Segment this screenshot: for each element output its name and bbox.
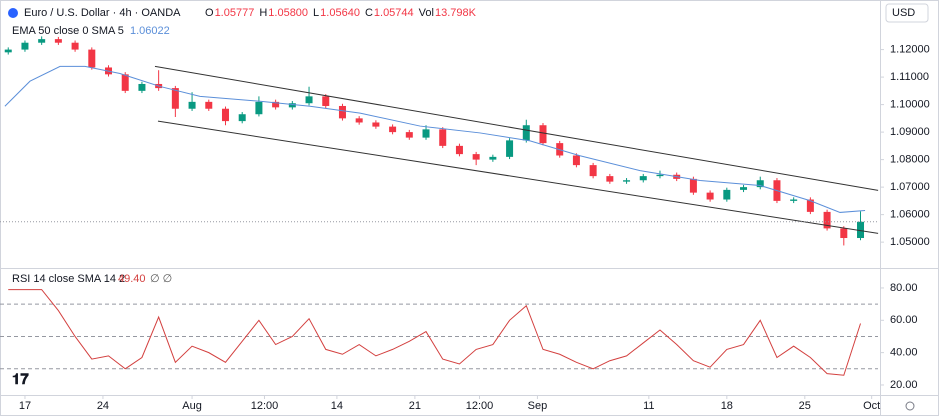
y-tick-label: 20.00 <box>890 379 918 391</box>
candle-body <box>572 155 580 166</box>
candle-body <box>71 42 79 50</box>
candle-body <box>472 154 480 160</box>
legend-label: H <box>259 7 267 19</box>
candle-body <box>389 126 397 133</box>
candle-body <box>522 125 530 141</box>
candle-body <box>205 101 213 109</box>
y-tick-label: 1.12000 <box>890 43 930 55</box>
candle-body <box>238 114 246 122</box>
x-tick-label: Oct <box>863 400 880 412</box>
candle-body <box>171 88 179 109</box>
legend-value: 1.05800 <box>268 7 308 19</box>
candle-body <box>88 49 96 68</box>
candle-body <box>422 129 430 138</box>
candle-body <box>589 165 597 177</box>
currency-button[interactable] <box>885 3 929 23</box>
channel-line <box>154 65 879 191</box>
candle-body <box>689 178 697 193</box>
candle-body <box>656 174 664 177</box>
x-tick-label: 17 <box>19 400 31 412</box>
candle-body <box>272 101 280 108</box>
y-tick-label: 1.06000 <box>890 209 930 221</box>
y-tick-label: 1.11000 <box>890 71 929 83</box>
x-tick-label: 21 <box>409 400 421 412</box>
x-tick-label: 25 <box>799 400 811 412</box>
legend-label: Vol <box>419 7 434 19</box>
candle-body <box>138 83 146 91</box>
x-tick-label: 11 <box>643 400 654 412</box>
legend-label: C <box>365 7 373 19</box>
candle-body <box>790 199 798 201</box>
candle-body <box>857 221 865 239</box>
candle-body <box>322 96 330 106</box>
candle-body <box>4 49 12 53</box>
candle-body <box>606 176 614 182</box>
symbol-icon <box>8 8 18 18</box>
candle-body <box>539 125 547 144</box>
candle-body <box>188 101 196 109</box>
x-tick-label: 12:00 <box>251 400 279 412</box>
legend-value: 1.05777 <box>215 7 255 19</box>
candle-body <box>54 39 62 43</box>
candle-body <box>255 101 263 115</box>
y-tick-label: 60.00 <box>890 314 918 326</box>
candle-body <box>756 180 764 188</box>
y-tick-label: 80.00 <box>890 282 918 294</box>
legend-value: 13.798K <box>435 7 477 19</box>
channel-line <box>157 120 879 234</box>
x-tick-label: 18 <box>721 400 733 412</box>
rsi-extra: ∅ ∅ <box>150 273 172 285</box>
chart-title: Euro / U.S. Dollar · 4h · OANDA <box>24 7 181 19</box>
rsi-title: RSI 14 close SMA 14 2 <box>12 273 125 285</box>
y-tick-label: 40.00 <box>890 347 918 359</box>
candle-body <box>372 122 380 127</box>
candle-body <box>121 74 129 91</box>
candle-body <box>806 199 814 212</box>
candle-body <box>221 108 229 122</box>
x-tick-label: 14 <box>331 400 343 412</box>
candle-body <box>288 103 296 108</box>
y-tick-label: 1.05000 <box>890 236 930 248</box>
candle-body <box>823 211 831 229</box>
candle-body <box>489 156 497 160</box>
y-tick-label: 1.08000 <box>890 154 930 166</box>
x-tick-label: 12:00 <box>466 400 494 412</box>
y-tick-label: 1.09000 <box>890 126 930 138</box>
ema-line <box>4 65 866 213</box>
candle-body <box>455 145 463 155</box>
x-tick-label: 24 <box>97 400 109 412</box>
candle-body <box>439 129 447 146</box>
legend-value: 1.05640 <box>320 7 360 19</box>
x-tick-label: Sep <box>528 400 548 412</box>
candle-body <box>706 192 714 200</box>
candle-body <box>38 39 46 43</box>
candle-body <box>506 140 514 157</box>
candle-body <box>639 176 647 181</box>
currency-label[interactable]: USD <box>892 7 915 19</box>
candle-body <box>355 118 363 123</box>
rsi-value: 49.40 <box>118 273 146 285</box>
tv-logo: 𝟏𝟕 <box>12 371 29 388</box>
ema-value: 1.06022 <box>130 25 170 37</box>
y-tick-label: 1.10000 <box>890 99 930 111</box>
candle-body <box>405 132 413 138</box>
candle-body <box>21 42 29 50</box>
legend-label: O <box>205 7 214 19</box>
x-tick-label: Aug <box>182 400 202 412</box>
y-tick-label: 1.07000 <box>890 181 930 193</box>
legend-value: 1.05744 <box>374 7 414 19</box>
candle-body <box>338 105 346 119</box>
candle-body <box>305 96 313 104</box>
legend-label: L <box>313 7 319 19</box>
candle-body <box>740 187 748 190</box>
candle-body <box>840 228 848 239</box>
settings-icon[interactable] <box>905 401 915 411</box>
candle-body <box>623 180 631 182</box>
candle-body <box>723 189 731 200</box>
ema-title: EMA 50 close 0 SMA 5 <box>12 25 124 37</box>
rsi-line <box>8 289 861 376</box>
